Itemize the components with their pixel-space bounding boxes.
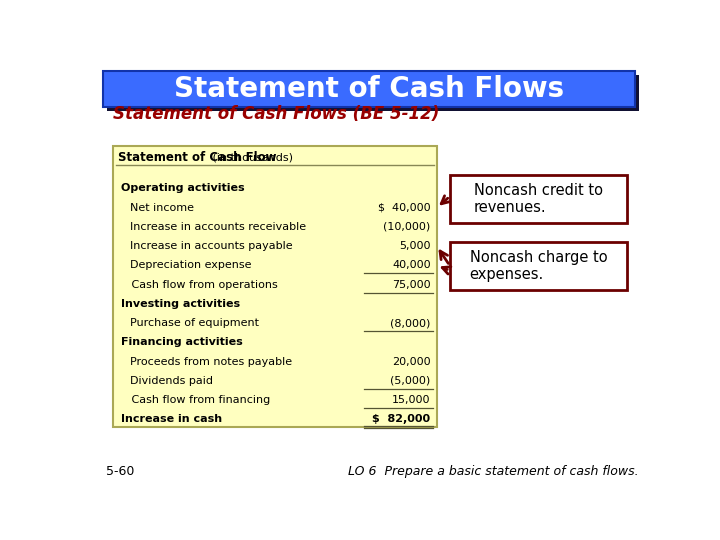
FancyArrowPatch shape: [442, 267, 451, 274]
Text: LO 6  Prepare a basic statement of cash flows.: LO 6 Prepare a basic statement of cash f…: [348, 465, 639, 478]
Text: (10,000): (10,000): [383, 222, 431, 232]
Text: Net income: Net income: [130, 202, 194, 213]
Text: Noncash credit to
revenues.: Noncash credit to revenues.: [474, 183, 603, 215]
Text: Financing activities: Financing activities: [121, 338, 243, 347]
Text: Statement of Cash Flows (BE 5-12): Statement of Cash Flows (BE 5-12): [113, 105, 440, 123]
Text: Depreciation expense: Depreciation expense: [130, 260, 252, 271]
Text: (8,000): (8,000): [390, 318, 431, 328]
Text: Increase in accounts payable: Increase in accounts payable: [130, 241, 293, 251]
Text: (5,000): (5,000): [390, 376, 431, 386]
Text: Statement of Cash Flow: Statement of Cash Flow: [118, 151, 276, 164]
Text: 15,000: 15,000: [392, 395, 431, 405]
Text: Dividends paid: Dividends paid: [130, 376, 213, 386]
FancyArrowPatch shape: [441, 196, 450, 204]
Text: $  40,000: $ 40,000: [378, 202, 431, 213]
Bar: [450, 175, 627, 222]
Text: $  82,000: $ 82,000: [372, 414, 431, 424]
Bar: [107, 75, 639, 111]
Text: (in thousands): (in thousands): [209, 152, 293, 162]
Text: Cash flow from financing: Cash flow from financing: [121, 395, 270, 405]
Bar: [113, 146, 437, 427]
Text: Investing activities: Investing activities: [121, 299, 240, 309]
Text: Increase in cash: Increase in cash: [121, 414, 222, 424]
Text: 5-60: 5-60: [106, 465, 134, 478]
Text: Purchase of equipment: Purchase of equipment: [130, 318, 259, 328]
Text: Noncash charge to
expenses.: Noncash charge to expenses.: [469, 249, 607, 282]
Text: 5,000: 5,000: [399, 241, 431, 251]
Text: Increase in accounts receivable: Increase in accounts receivable: [130, 222, 307, 232]
Text: 20,000: 20,000: [392, 356, 431, 367]
Bar: [104, 71, 634, 107]
Text: Proceeds from notes payable: Proceeds from notes payable: [130, 356, 292, 367]
Text: 75,000: 75,000: [392, 280, 431, 289]
FancyArrowPatch shape: [440, 251, 449, 264]
Text: Statement of Cash Flows: Statement of Cash Flows: [174, 75, 564, 103]
Text: 40,000: 40,000: [392, 260, 431, 271]
Bar: [450, 242, 627, 289]
Text: Cash flow from operations: Cash flow from operations: [121, 280, 278, 289]
Text: Operating activities: Operating activities: [121, 184, 245, 193]
